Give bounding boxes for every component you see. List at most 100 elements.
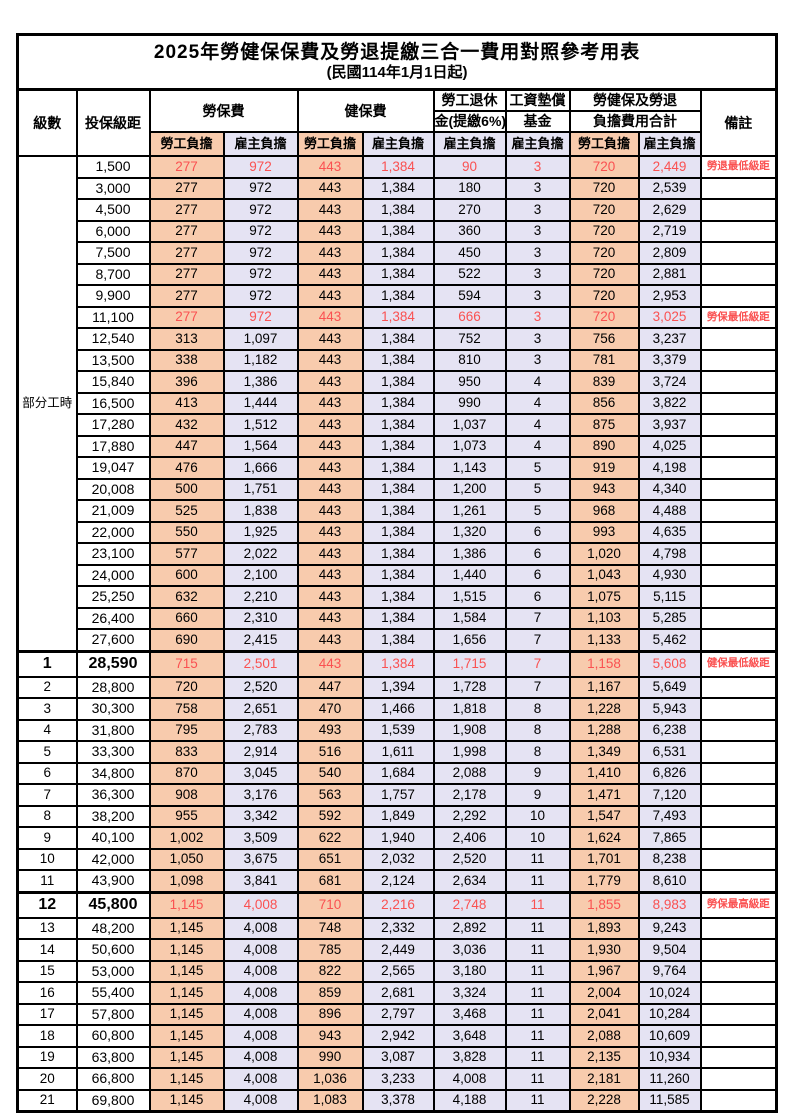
cell-bracket: 21,009	[75, 499, 151, 523]
cell-remark	[699, 585, 778, 609]
cell-level: 13	[16, 916, 78, 940]
cell-pension-employer: 1,037	[432, 413, 507, 437]
cell-wage-fund-employer: 5	[504, 477, 571, 501]
cell-health-insurance-employer: 1,384	[361, 499, 435, 523]
cell-health-insurance-employer: 1,940	[361, 826, 435, 850]
cell-level: 21	[16, 1088, 78, 1113]
cell-labor-insurance-employer: 3,509	[222, 826, 299, 850]
cell-labor-insurance-worker: 277	[148, 305, 225, 329]
cell-labor-insurance-worker: 600	[148, 563, 225, 587]
cell-labor-insurance-worker: 1,145	[148, 890, 225, 919]
cell-labor-insurance-employer: 972	[222, 155, 299, 179]
table-row: 8,700 277 972 443 1,384 522 3 720 2,881	[18, 262, 778, 286]
cell-labor-insurance-employer: 1,097	[222, 327, 299, 351]
cell-remark	[699, 783, 778, 807]
cell-health-insurance-employer: 1,384	[361, 477, 435, 501]
cell-total-worker: 1,547	[568, 804, 640, 828]
cell-wage-fund-employer: 11	[504, 916, 571, 940]
cell-wage-fund-employer: 11	[504, 1002, 571, 1026]
cell-level: 8	[16, 804, 78, 828]
cell-total-worker: 720	[568, 176, 640, 200]
table-row: 13,500 338 1,182 443 1,384 810 3 781 3,379	[18, 348, 778, 372]
cell-remark	[699, 916, 778, 940]
cell-health-insurance-employer: 2,332	[361, 916, 435, 940]
cell-labor-insurance-worker: 432	[148, 413, 225, 437]
cell-labor-insurance-worker: 447	[148, 434, 225, 458]
cell-pension-employer: 2,406	[432, 826, 507, 850]
cell-labor-insurance-employer: 2,651	[222, 697, 299, 721]
cell-bracket: 40,100	[75, 826, 151, 850]
cell-wage-fund-employer: 8	[504, 740, 571, 764]
cell-bracket: 63,800	[75, 1045, 151, 1069]
cell-total-employer: 9,504	[637, 938, 702, 962]
cell-total-employer: 4,798	[637, 542, 702, 566]
cell-labor-insurance-worker: 1,098	[148, 869, 225, 893]
cell-total-worker: 756	[568, 327, 640, 351]
cell-total-worker: 1,701	[568, 847, 640, 871]
column-header-pension-line1: 勞工退休	[432, 88, 507, 112]
cell-health-insurance-employer: 1,384	[361, 391, 435, 415]
cell-wage-fund-employer: 4	[504, 434, 571, 458]
table-row: 17,880 447 1,564 443 1,384 1,073 4 890 4,025	[18, 434, 778, 458]
cell-total-worker: 1,471	[568, 783, 640, 807]
cell-total-employer: 10,024	[637, 981, 702, 1005]
cell-pension-employer: 3,180	[432, 959, 507, 983]
cell-labor-insurance-worker: 1,145	[148, 981, 225, 1005]
column-header-remark: 備註	[699, 88, 778, 157]
cell-labor-insurance-employer: 1,838	[222, 499, 299, 523]
table-row: 27,600 690 2,415 443 1,384 1,656 7 1,133 5,462	[18, 628, 778, 652]
cell-health-insurance-employer: 1,611	[361, 740, 435, 764]
table-row: 11 43,900 1,098 3,841 681 2,124 2,634 11 1,779 8,…	[16, 869, 778, 893]
cell-level: 19	[16, 1045, 78, 1069]
cell-level: 7	[16, 783, 78, 807]
cell-total-worker: 720	[568, 241, 640, 265]
cell-labor-insurance-worker: 690	[148, 628, 225, 652]
column-header-health-insurance: 健保費	[296, 88, 435, 133]
cell-wage-fund-employer: 11	[504, 1045, 571, 1069]
table-row: 9,900 277 972 443 1,384 594 3 720 2,953	[18, 284, 778, 308]
column-header-wage-fund-line1: 工資墊償	[504, 88, 571, 112]
cell-labor-insurance-employer: 2,520	[222, 675, 299, 699]
cell-total-employer: 4,340	[637, 477, 702, 501]
cell-wage-fund-employer: 4	[504, 391, 571, 415]
table-row: 20,008 500 1,751 443 1,384 1,200 5 943 4,340	[18, 477, 778, 501]
cell-total-worker: 1,158	[568, 649, 640, 678]
cell-level: 16	[16, 981, 78, 1005]
cell-health-insurance-employer: 1,384	[361, 563, 435, 587]
cell-health-insurance-worker: 493	[296, 718, 364, 742]
table-row: 2 28,800 720 2,520 447 1,394 1,728 7 1,167 5,649	[16, 675, 778, 699]
cell-remark	[699, 520, 778, 544]
cell-labor-insurance-worker: 1,145	[148, 1045, 225, 1069]
cell-total-employer: 6,531	[637, 740, 702, 764]
cell-total-worker: 720	[568, 155, 640, 179]
cell-bracket: 23,100	[75, 542, 151, 566]
cell-bracket: 43,900	[75, 869, 151, 893]
cell-remark	[699, 718, 778, 742]
cell-health-insurance-worker: 443	[296, 262, 364, 286]
cell-labor-insurance-worker: 1,145	[148, 1002, 225, 1026]
cell-level: 3	[16, 697, 78, 721]
cell-remark	[699, 628, 778, 652]
cell-pension-employer: 180	[432, 176, 507, 200]
cell-pension-employer: 2,748	[432, 890, 507, 919]
cell-bracket: 38,200	[75, 804, 151, 828]
cell-labor-insurance-worker: 632	[148, 585, 225, 609]
cell-bracket: 45,800	[75, 890, 151, 919]
cell-bracket: 13,500	[75, 348, 151, 372]
table-row: 22,000 550 1,925 443 1,384 1,320 6 993 4,635	[18, 520, 778, 544]
cell-wage-fund-employer: 8	[504, 718, 571, 742]
cell-total-employer: 9,243	[637, 916, 702, 940]
cell-total-worker: 1,103	[568, 606, 640, 630]
cell-health-insurance-worker: 896	[296, 1002, 364, 1026]
cell-total-worker: 1,893	[568, 916, 640, 940]
cell-remark: 健保最低級距	[699, 649, 778, 678]
cell-health-insurance-employer: 1,849	[361, 804, 435, 828]
cell-labor-insurance-worker: 1,145	[148, 1067, 225, 1091]
cell-pension-employer: 666	[432, 305, 507, 329]
cell-bracket: 16,500	[75, 391, 151, 415]
cell-remark	[699, 1045, 778, 1069]
cell-health-insurance-worker: 785	[296, 938, 364, 962]
cell-labor-insurance-employer: 2,501	[222, 649, 299, 678]
cell-pension-employer: 752	[432, 327, 507, 351]
cell-remark: 勞保最高級距	[699, 890, 778, 919]
